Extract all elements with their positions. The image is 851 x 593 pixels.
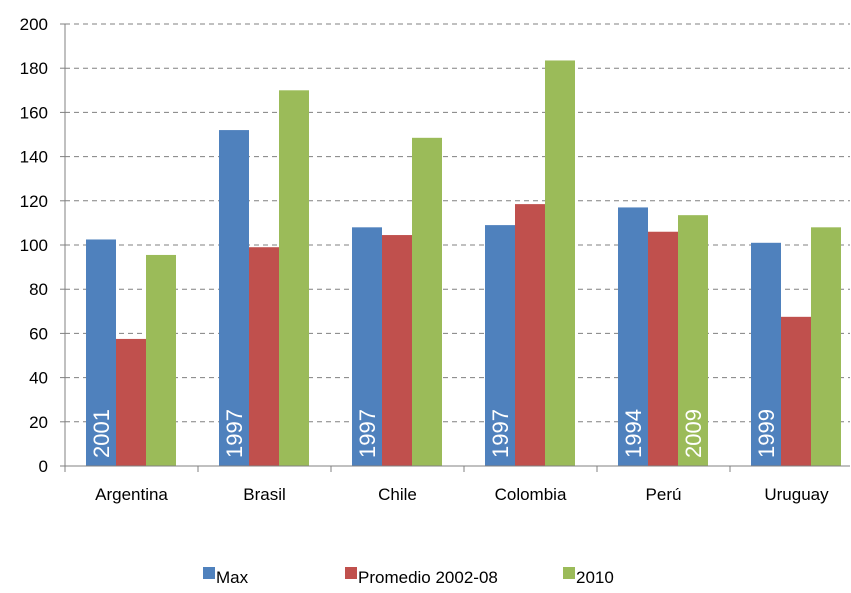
- bar-2010-colombia: [545, 60, 575, 467]
- legend-swatch-2010: [563, 567, 575, 579]
- y-tick-label-200: 200: [20, 15, 48, 34]
- bar-2010-argentina: [146, 254, 176, 466]
- bar-2010-chile: [412, 137, 442, 466]
- bar-2010-uruguay: [811, 227, 841, 466]
- y-tick-label-60: 60: [29, 324, 48, 343]
- bar-max-argentina: [86, 239, 116, 466]
- bar-promedio-2002-08-uruguay: [781, 316, 811, 466]
- y-tick-label-120: 120: [20, 192, 48, 211]
- bar-max-uruguay: [751, 242, 781, 466]
- x-axis: Argentina Brasil Chile Colombia Perú Uruguay: [64, 465, 850, 504]
- y-axis: 0 20 40 60 80 100 120 140 160 180 200: [20, 15, 66, 476]
- legend-swatch-promedio-2002-08: [345, 567, 357, 579]
- legend-label-2010: 2010: [576, 568, 614, 587]
- legend-label-max: Max: [216, 568, 249, 587]
- y-tick-label-20: 20: [29, 413, 48, 432]
- bar-max-peru: [618, 207, 648, 466]
- y-tick-label-0: 0: [39, 457, 48, 476]
- x-tick-label-brasil: Brasil: [243, 485, 286, 504]
- bar-annotations: 2001 1997 1997 1997 1994 2009 1999: [89, 409, 779, 458]
- x-tick-label-peru: Perú: [646, 485, 682, 504]
- bar-promedio-2002-08-brasil: [249, 247, 279, 466]
- bar-max-chile: [352, 227, 382, 466]
- bar-max-colombia: [485, 225, 515, 466]
- bar-max-brasil: [219, 130, 249, 466]
- y-tick-label-180: 180: [20, 59, 48, 78]
- bar-2010-brasil: [279, 90, 309, 467]
- bar-promedio-2002-08-peru: [648, 231, 678, 466]
- legend-label-promedio-2002-08: Promedio 2002-08: [358, 568, 498, 587]
- annotation-argentina-max: 2001: [89, 409, 114, 458]
- annotation-peru-2010: 2009: [681, 409, 706, 458]
- bar-promedio-2002-08-argentina: [116, 338, 146, 466]
- annotation-uruguay-max: 1999: [754, 409, 779, 458]
- x-tick-label-uruguay: Uruguay: [764, 485, 829, 504]
- x-tick-label-chile: Chile: [378, 485, 417, 504]
- legend: Max Promedio 2002-08 2010: [203, 567, 614, 587]
- y-tick-label-40: 40: [29, 369, 48, 388]
- y-tick-label-100: 100: [20, 236, 48, 255]
- annotation-peru-max: 1994: [621, 409, 646, 458]
- y-tick-label-140: 140: [20, 148, 48, 167]
- legend-swatch-max: [203, 567, 215, 579]
- y-tick-label-160: 160: [20, 103, 48, 122]
- bar-2010-peru: [678, 215, 708, 466]
- bars: [86, 60, 841, 467]
- annotation-brasil-max: 1997: [222, 409, 247, 458]
- annotation-chile-max: 1997: [355, 409, 380, 458]
- x-tick-label-colombia: Colombia: [495, 485, 567, 504]
- bar-promedio-2002-08-chile: [382, 235, 412, 466]
- y-tick-label-80: 80: [29, 280, 48, 299]
- x-tick-label-argentina: Argentina: [95, 485, 168, 504]
- bar-promedio-2002-08-colombia: [515, 204, 545, 467]
- annotation-colombia-max: 1997: [488, 409, 513, 458]
- gridlines: [65, 23, 850, 423]
